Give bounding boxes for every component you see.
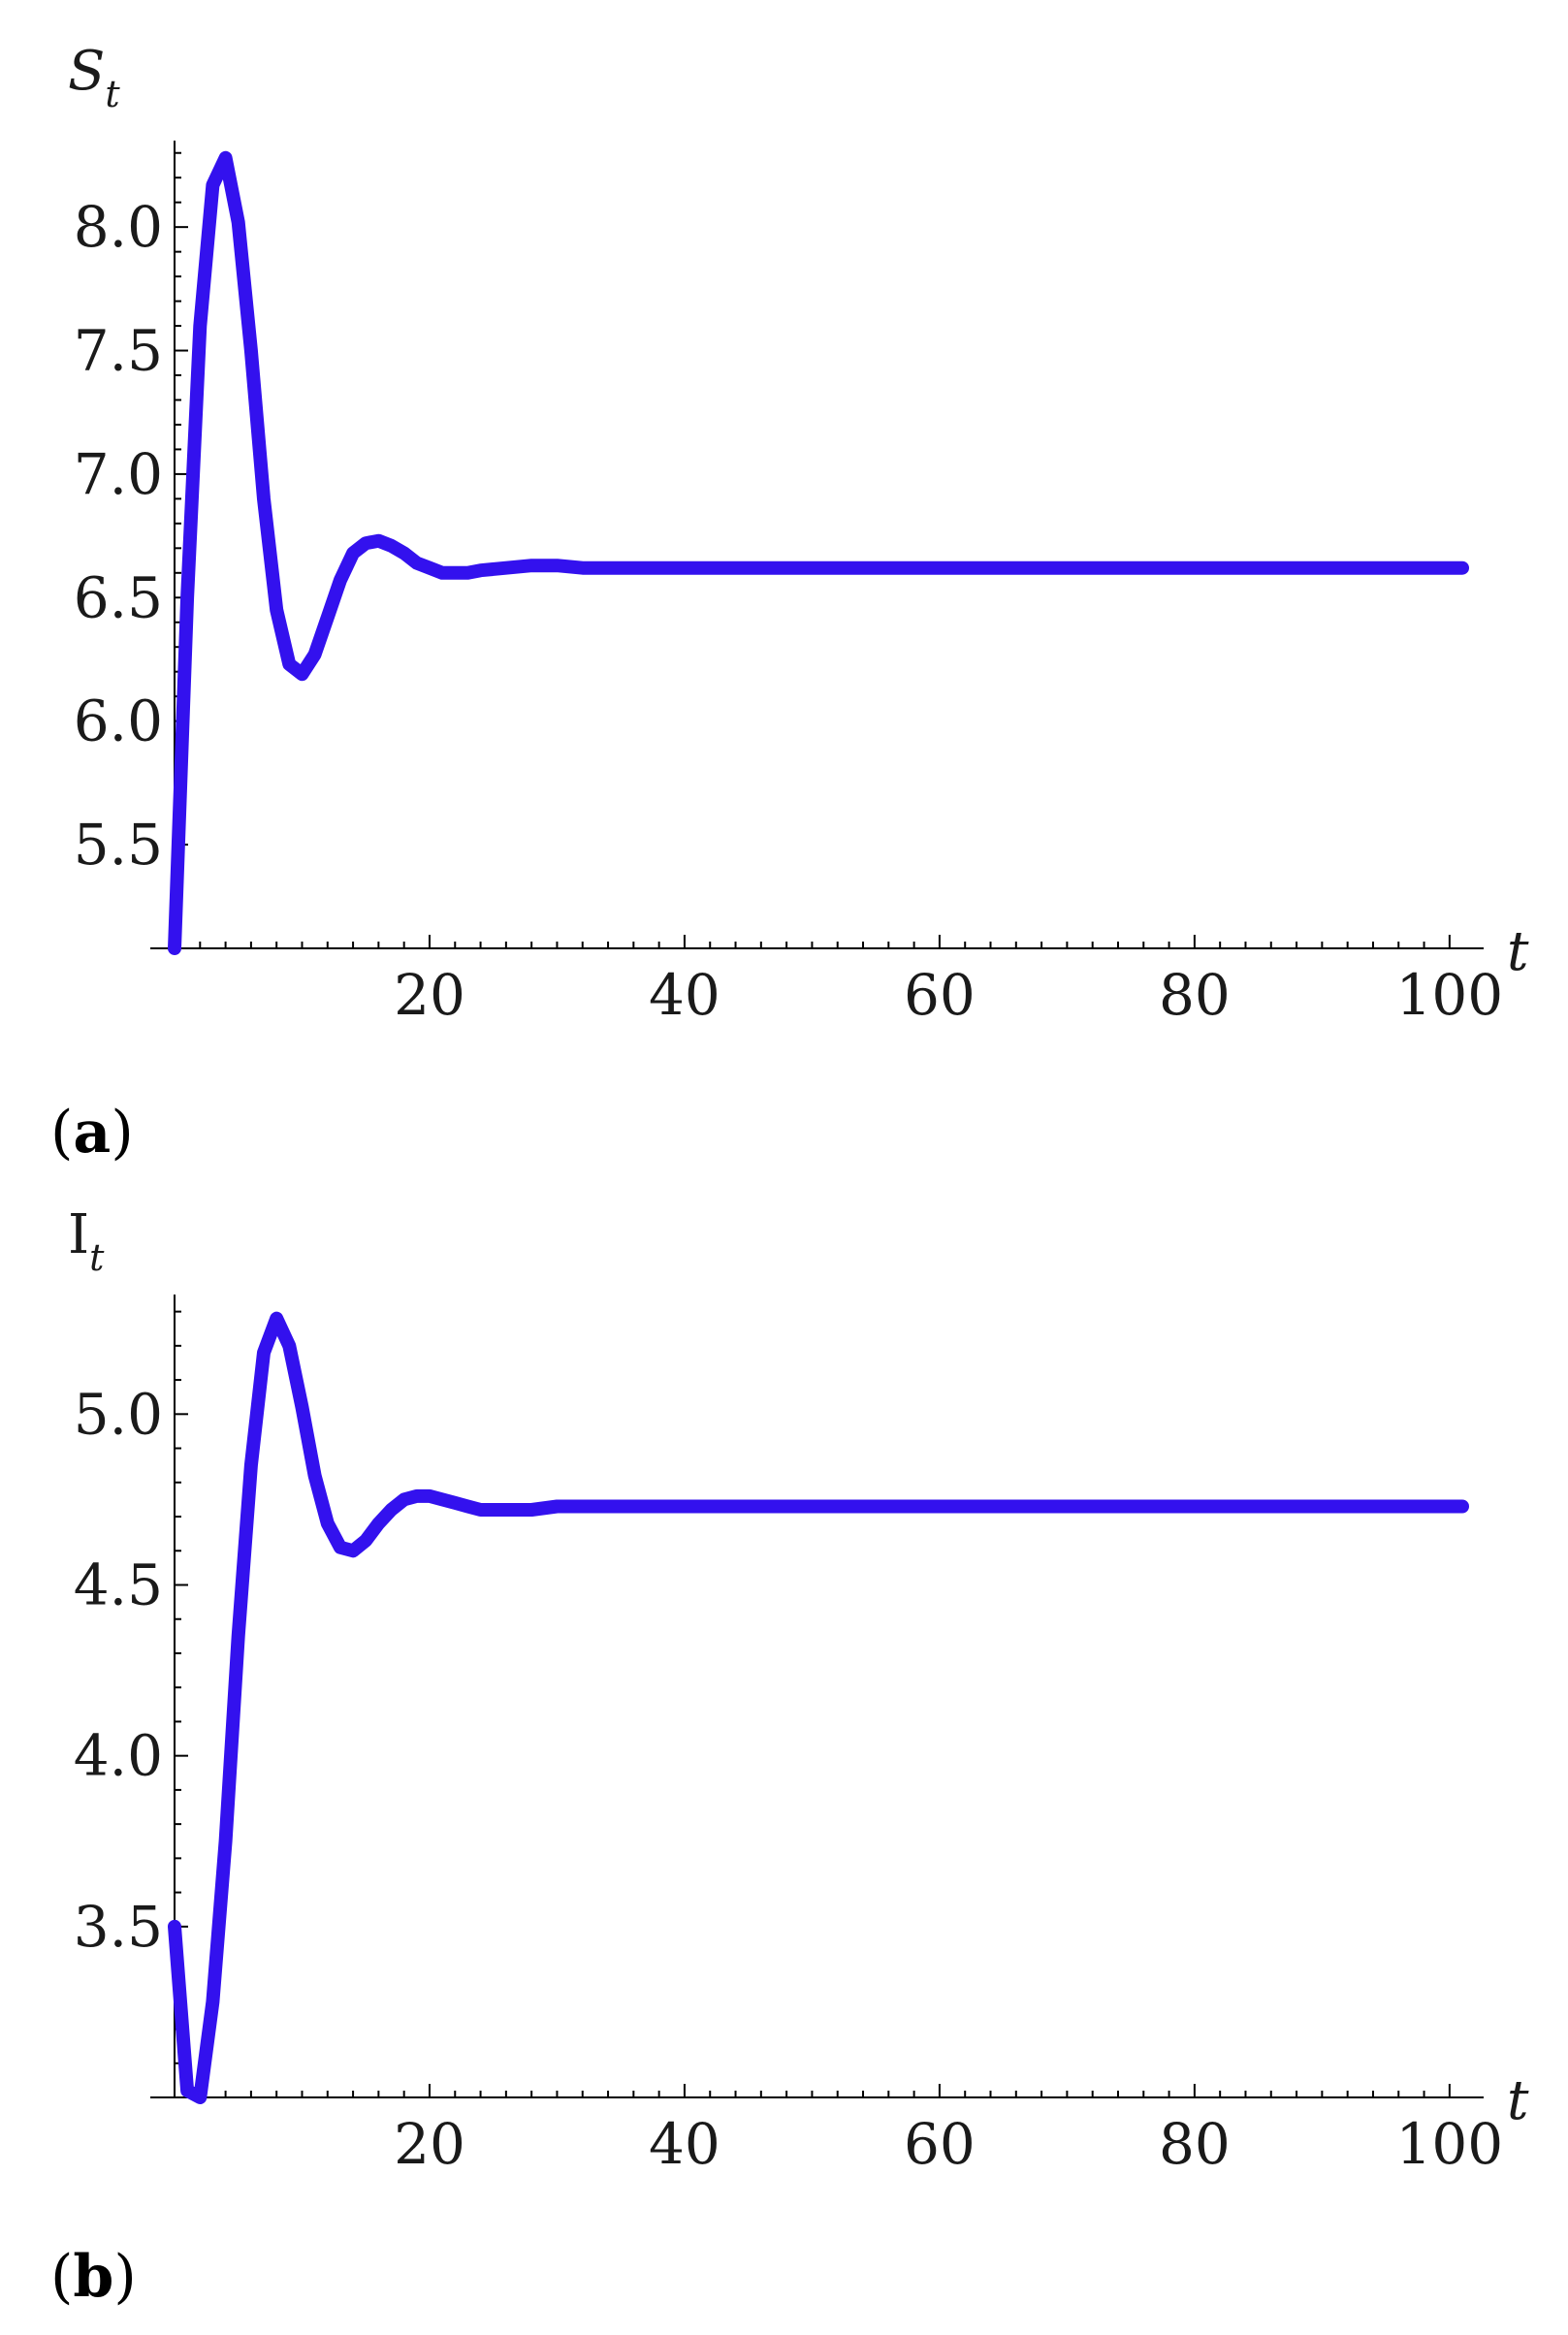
chart-b-tick-labels: 20 40 60 80 100 3.5 4.0 4.5 5.0 <box>74 1381 1503 2177</box>
chart-b-x-tick-label: 100 <box>1395 2111 1503 2177</box>
chart-a-x-tick-label: 80 <box>1159 962 1231 1028</box>
chart-a-y-tick-label: 7.5 <box>74 318 163 384</box>
chart-b-ylabel: It <box>68 1203 105 1279</box>
chart-a-y-tick-label: 6.0 <box>74 688 163 754</box>
chart-a-tick-labels: 20 40 60 80 100 5.5 6.0 6.5 7.0 7.5 8.0 <box>74 194 1503 1028</box>
chart-b-y-tick-label: 3.5 <box>74 1894 163 1960</box>
chart-b-xlabel: t <box>1507 2069 1529 2132</box>
chart-b-y-tick-label: 4.0 <box>74 1723 163 1789</box>
chart-a-x-tick-label: 60 <box>904 962 976 1028</box>
chart-b-x-tick-label: 20 <box>394 2111 465 2177</box>
chart-a-ylabel: St <box>68 40 120 115</box>
chart-a-y-tick-label: 5.5 <box>74 812 163 878</box>
chart-a-y-tick-label: 6.5 <box>74 564 163 630</box>
panel-b-label: (b) <box>50 2243 137 2311</box>
chart-a-x-tick-label: 40 <box>649 962 720 1028</box>
chart-a-y-tick-label: 8.0 <box>74 194 163 260</box>
chart-a-y-tick-label: 7.0 <box>74 441 163 507</box>
chart-a-x-tick-label: 20 <box>394 962 465 1028</box>
chart-a-x-tick-label: 100 <box>1395 962 1503 1028</box>
chart-a: St t 20 40 60 80 100 5.5 6.0 6.5 7.0 7.5 8.0 <box>68 40 1529 1028</box>
chart-b-y-tick-label: 4.5 <box>74 1551 163 1617</box>
chart-a-xlabel: t <box>1507 920 1529 983</box>
chart-b-x-tick-label: 40 <box>649 2111 720 2177</box>
chart-b-ticks <box>175 1310 1451 2098</box>
panel-a-label: (a) <box>50 1099 134 1167</box>
chart-a-series-line <box>168 150 1469 955</box>
chart-b-series-line <box>168 1311 1469 2104</box>
chart-b: It t 20 40 60 80 100 3.5 4.0 4.5 5.0 <box>68 1203 1529 2177</box>
chart-b-x-tick-label: 80 <box>1159 2111 1231 2177</box>
chart-b-x-tick-label: 60 <box>904 2111 976 2177</box>
chart-b-y-tick-label: 5.0 <box>74 1381 163 1447</box>
